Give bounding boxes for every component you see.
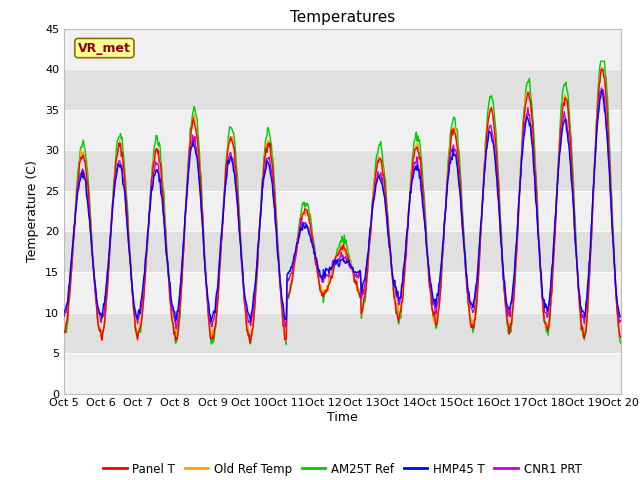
Legend: Panel T, Old Ref Temp, AM25T Ref, HMP45 T, CNR1 PRT: Panel T, Old Ref Temp, AM25T Ref, HMP45 … xyxy=(98,458,587,480)
Title: Temperatures: Temperatures xyxy=(290,10,395,25)
Bar xyxy=(64,353,621,394)
Y-axis label: Temperature (C): Temperature (C) xyxy=(26,160,40,262)
Text: VR_met: VR_met xyxy=(78,42,131,55)
Bar xyxy=(64,231,621,272)
Bar xyxy=(64,110,621,150)
Bar xyxy=(64,29,621,69)
Bar xyxy=(64,272,621,312)
Bar xyxy=(64,191,621,231)
Bar xyxy=(64,150,621,191)
Bar xyxy=(64,69,621,110)
X-axis label: Time: Time xyxy=(327,411,358,424)
Bar xyxy=(64,312,621,353)
